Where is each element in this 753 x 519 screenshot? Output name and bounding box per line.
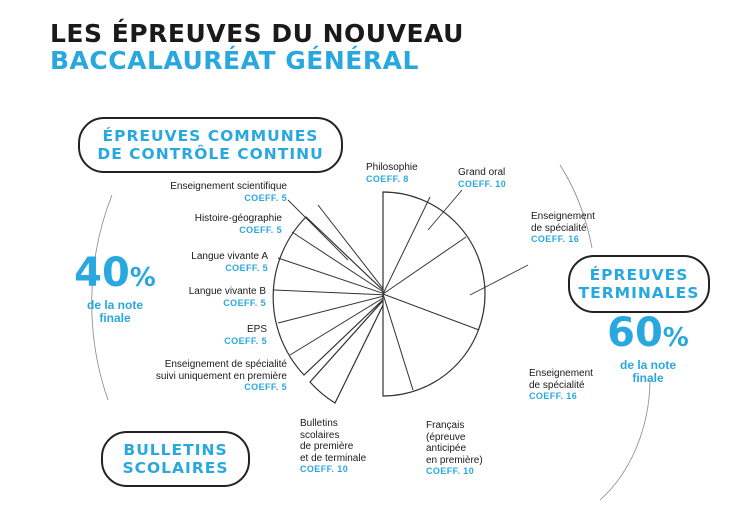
right-wedge-dividers <box>382 196 480 391</box>
label-ens-sci-coef: COEFF. 5 <box>244 192 287 203</box>
label-bulletins-line1: Bulletins <box>300 418 338 429</box>
share-40-line2: finale <box>99 311 131 325</box>
share-60-line1: de la note <box>619 358 676 372</box>
label-specialite-1: Enseignement de spécialité COEFF. 16 <box>531 211 595 246</box>
label-lva-name: Langue vivante A <box>191 251 268 262</box>
divider-histgeo <box>291 231 389 296</box>
leader-grand-oral <box>427 189 463 231</box>
share-60-value: 60 <box>607 310 663 356</box>
label-specialite-2: Enseignement de spécialité COEFF. 16 <box>529 368 593 403</box>
label-eps-coef: COEFF. 5 <box>224 335 267 346</box>
label-bulletins-coef: COEFF. 10 <box>300 464 349 474</box>
label-spe1-line2: de spécialité <box>531 222 587 234</box>
divider-spe-premiere <box>289 294 389 356</box>
divider-ens-sci <box>317 204 389 296</box>
pill-term-line1: ÉPREUVES <box>589 266 689 284</box>
label-lvb-name: Langue vivante B <box>188 286 266 297</box>
label-francais-line2: (épreuve <box>426 431 466 443</box>
wedge-bulletins <box>309 294 389 404</box>
label-spe1-coef: COEFF. 16 <box>531 234 580 244</box>
label-grand-oral: Grand oral COEFF. 10 <box>458 167 506 190</box>
label-ens-sci-name: Enseignement scientifique <box>170 181 287 192</box>
share-40-percent: 40% de la note finale <box>70 252 160 325</box>
wedge-controle-continu <box>272 216 389 376</box>
divider-philo-oral <box>382 196 431 295</box>
label-bulletins-line2: scolaires <box>300 429 340 441</box>
right-guide-arc <box>559 164 593 249</box>
label-spe-premiere-coef: COEFF. 5 <box>244 382 287 392</box>
label-francais: Français (épreuve anticipée en première)… <box>426 420 483 478</box>
pill-bull-line2: SCOLAIRES <box>122 459 229 477</box>
label-philo-coef: COEFF. 8 <box>366 173 409 184</box>
pill-bull-line1: BULLETINS <box>123 441 228 459</box>
label-philosophie: Philosophie COEFF. 8 <box>366 162 418 185</box>
label-histgeo-coef: COEFF. 5 <box>239 224 282 235</box>
label-francais-line1: Français <box>426 420 465 431</box>
share-40-line1: de la note <box>86 298 143 312</box>
label-francais-line4: en première) <box>426 454 483 466</box>
label-spe-premiere-line2: suivi uniquement en première <box>155 370 287 382</box>
label-spe2-line2: de spécialité <box>529 379 585 391</box>
label-bulletins-line3: de première <box>300 441 354 452</box>
leader-spe1 <box>469 264 529 296</box>
right-half-circle <box>382 191 486 397</box>
divider-oral-spe1 <box>382 236 467 295</box>
leader-lines <box>287 189 529 296</box>
divider-eps <box>277 294 389 324</box>
title-line-2: BACCALAURÉAT GÉNÉRAL <box>50 46 419 75</box>
bulletins-scolaires-pill: BULLETINS SCOLAIRES <box>101 431 250 487</box>
share-60-line2: finale <box>632 371 664 385</box>
label-grand-oral-name: Grand oral <box>458 167 506 178</box>
label-grand-oral-coef: COEFF. 10 <box>458 178 507 189</box>
share-60-sign: % <box>662 323 689 353</box>
leader-ens-sci <box>287 199 349 261</box>
left-half-circle <box>272 216 389 404</box>
page-title: LES ÉPREUVES DU NOUVEAU BACCALAURÉAT GÉN… <box>50 20 464 74</box>
label-histoire-geographie: Histoire-géographie COEFF. 5 <box>195 213 282 236</box>
title-line-1: LES ÉPREUVES DU NOUVEAU <box>50 19 464 48</box>
share-40-sign: % <box>129 263 156 293</box>
divider-lva <box>277 257 389 296</box>
label-spe2-line1: Enseignement <box>529 368 593 379</box>
label-spe-premiere-line1: Enseignement de spécialité <box>164 359 287 370</box>
right-guide-arc-lower <box>599 379 651 501</box>
label-specialite-premiere: Enseignement de spécialité suivi uniquem… <box>156 359 287 394</box>
label-eps-name: EPS <box>246 324 267 335</box>
label-spe1-line1: Enseignement <box>531 211 595 222</box>
label-enseignement-scientifique: Enseignement scientifique COEFF. 5 <box>170 181 287 204</box>
epreuves-communes-pill: ÉPREUVES COMMUNES DE CONTRÔLE CONTINU <box>78 117 343 173</box>
label-spe2-coef: COEFF. 16 <box>529 391 578 401</box>
label-langue-vivante-b: Langue vivante B COEFF. 5 <box>189 286 266 309</box>
pill-cc-line2: DE CONTRÔLE CONTINU <box>97 145 324 163</box>
label-lvb-coef: COEFF. 5 <box>223 297 266 308</box>
label-philo-name: Philosophie <box>366 162 418 173</box>
left-wedge-dividers <box>273 204 389 356</box>
divider-spe2-francais <box>382 293 414 391</box>
left-guide-arc <box>91 194 113 401</box>
share-60-percent: 60% de la note finale <box>598 312 698 385</box>
label-francais-line3: anticipée <box>426 443 467 454</box>
label-lva-coef: COEFF. 5 <box>225 262 268 273</box>
share-40-value: 40 <box>74 250 130 296</box>
right-half-arc <box>382 191 486 397</box>
label-langue-vivante-a: Langue vivante A COEFF. 5 <box>191 251 268 274</box>
label-eps: EPS COEFF. 5 <box>224 324 267 347</box>
label-bulletins-line4: et de terminale <box>300 452 367 464</box>
label-francais-coef: COEFF. 10 <box>426 466 475 476</box>
label-histgeo-name: Histoire-géographie <box>194 213 282 224</box>
pill-cc-line1: ÉPREUVES COMMUNES <box>102 127 319 145</box>
epreuves-terminales-pill: ÉPREUVES TERMINALES <box>568 255 710 313</box>
divider-lvb <box>273 289 389 296</box>
pill-term-line2: TERMINALES <box>578 284 700 302</box>
divider-spe1-spe2 <box>382 293 480 331</box>
label-bulletins-scolaires: Bulletins scolaires de première et de te… <box>300 418 366 476</box>
